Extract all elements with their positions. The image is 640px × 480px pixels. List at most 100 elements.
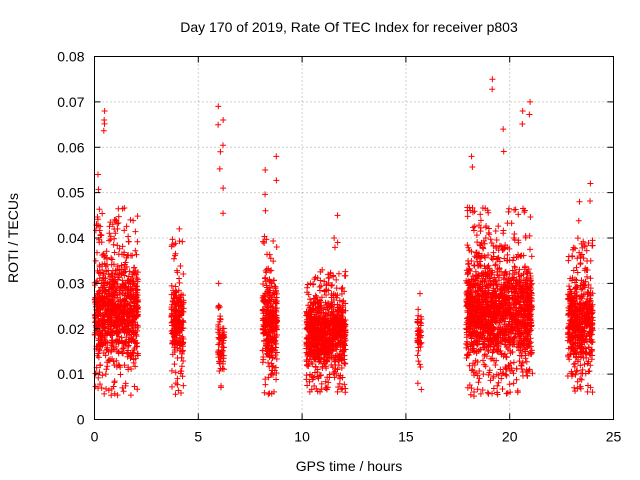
- data-point: [263, 345, 270, 352]
- data-point: [267, 255, 274, 262]
- data-point: [273, 298, 280, 305]
- data-point: [120, 281, 127, 288]
- x-axis-label: GPS time / hours: [296, 458, 403, 474]
- data-point: [220, 185, 227, 192]
- data-point: [506, 381, 513, 388]
- data-point: [514, 387, 521, 394]
- data-point: [131, 345, 138, 352]
- data-point: [171, 361, 178, 368]
- data-point: [130, 217, 137, 224]
- data-point: [114, 263, 121, 270]
- data-point: [172, 312, 179, 319]
- data-point: [318, 282, 325, 289]
- data-point: [123, 223, 130, 230]
- data-point: [217, 316, 224, 323]
- y-tick-label: 0.05: [57, 185, 84, 201]
- data-point: [109, 278, 116, 285]
- data-point: [131, 383, 138, 390]
- data-point: [488, 240, 495, 247]
- data-point: [125, 238, 132, 245]
- data-point: [215, 341, 222, 348]
- data-point: [489, 76, 496, 83]
- data-point: [174, 269, 181, 276]
- data-point: [173, 316, 180, 323]
- y-tick-label: 0.07: [57, 94, 84, 110]
- data-point: [125, 283, 132, 290]
- data-point: [133, 251, 140, 258]
- data-point: [105, 357, 112, 364]
- data-point: [95, 385, 102, 392]
- data-point: [106, 280, 113, 287]
- data-point: [98, 336, 105, 343]
- data-point: [172, 283, 179, 290]
- data-point: [262, 381, 269, 388]
- data-point: [576, 198, 583, 205]
- data-point: [505, 205, 512, 212]
- data-point: [265, 359, 272, 366]
- data-point: [173, 326, 180, 333]
- data-point: [264, 304, 271, 311]
- data-point: [103, 385, 110, 392]
- data-point: [261, 389, 268, 396]
- data-point: [102, 340, 109, 347]
- data-point: [99, 332, 106, 339]
- y-tick-label: 0.03: [57, 275, 84, 291]
- data-point: [124, 353, 131, 360]
- data-point: [335, 270, 342, 277]
- data-point: [123, 330, 130, 337]
- data-point: [98, 239, 105, 246]
- data-point: [219, 142, 226, 149]
- data-point: [527, 246, 534, 253]
- data-point: [133, 283, 140, 290]
- data-point: [414, 352, 421, 359]
- data-point: [112, 216, 119, 223]
- data-point: [172, 300, 179, 307]
- data-point: [124, 309, 131, 316]
- data-point: [492, 362, 499, 369]
- data-point: [511, 231, 518, 238]
- data-point: [334, 212, 341, 219]
- data-point: [110, 261, 117, 268]
- data-point: [97, 361, 104, 368]
- data-point: [500, 148, 507, 155]
- data-point: [103, 248, 110, 255]
- data-point: [119, 243, 126, 250]
- data-point: [105, 301, 112, 308]
- data-point: [178, 354, 185, 361]
- data-point: [120, 310, 127, 317]
- data-point: [270, 237, 277, 244]
- data-point: [312, 364, 319, 371]
- data-point: [173, 307, 180, 314]
- data-point: [500, 126, 507, 133]
- data-point: [121, 362, 128, 369]
- data-point: [416, 361, 423, 368]
- data-point: [102, 263, 109, 270]
- data-point: [115, 298, 122, 305]
- data-point: [518, 365, 525, 372]
- data-point: [176, 238, 183, 245]
- data-point: [180, 297, 187, 304]
- data-point: [519, 121, 526, 128]
- data-point: [105, 271, 112, 278]
- data-point: [120, 287, 127, 294]
- data-point: [96, 381, 103, 388]
- data-point: [107, 219, 114, 226]
- data-point: [102, 287, 109, 294]
- data-point: [503, 390, 510, 397]
- data-point: [171, 301, 178, 308]
- data-point: [168, 291, 175, 298]
- y-tick-label: 0: [77, 412, 85, 428]
- data-point: [127, 216, 134, 223]
- data-point: [523, 358, 530, 365]
- data-point: [267, 302, 274, 309]
- data-point: [115, 339, 122, 346]
- data-point: [132, 337, 139, 344]
- data-point: [178, 291, 185, 298]
- data-point: [467, 391, 474, 398]
- data-point: [169, 340, 176, 347]
- data-point: [135, 323, 142, 330]
- data-point: [571, 384, 578, 391]
- data-point: [113, 303, 120, 310]
- data-point: [101, 107, 108, 114]
- data-point: [96, 227, 103, 234]
